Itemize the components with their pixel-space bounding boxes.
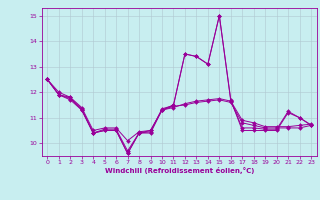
X-axis label: Windchill (Refroidissement éolien,°C): Windchill (Refroidissement éolien,°C) <box>105 167 254 174</box>
